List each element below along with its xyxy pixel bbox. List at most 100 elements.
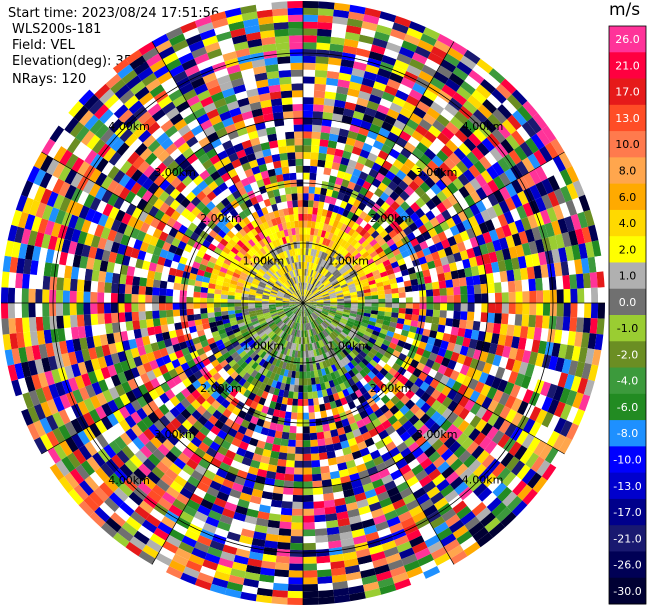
velocity-cell <box>368 544 384 555</box>
velocity-cell <box>128 119 143 134</box>
velocity-cell <box>485 241 496 254</box>
velocity-cell <box>276 280 283 286</box>
velocity-cell <box>142 177 154 190</box>
velocity-cell <box>582 317 591 334</box>
velocity-cell <box>157 443 170 456</box>
velocity-cell <box>440 108 455 122</box>
velocity-cell <box>402 469 416 482</box>
velocity-cell <box>129 55 146 70</box>
velocity-cell <box>220 172 231 183</box>
velocity-cell <box>480 283 489 294</box>
velocity-cell <box>194 147 206 159</box>
velocity-cell <box>441 466 455 479</box>
velocity-cell <box>331 567 346 576</box>
velocity-cell <box>399 297 406 303</box>
velocity-cell <box>246 383 255 393</box>
velocity-cell <box>220 197 231 207</box>
velocity-cell <box>259 341 267 349</box>
velocity-cell <box>506 324 515 337</box>
velocity-cell <box>169 480 184 493</box>
velocity-cell <box>175 547 192 561</box>
velocity-cell <box>463 387 475 400</box>
velocity-cell <box>433 338 443 348</box>
velocity-cell <box>240 177 250 187</box>
velocity-cell <box>279 313 286 318</box>
velocity-cell <box>248 291 256 296</box>
velocity-cell <box>128 100 144 115</box>
velocity-cell <box>257 339 265 347</box>
velocity-cell <box>328 289 335 294</box>
velocity-cell <box>408 21 426 34</box>
velocity-cell <box>354 104 367 114</box>
velocity-cell <box>351 367 360 376</box>
velocity-cell <box>254 252 262 260</box>
velocity-cell <box>321 290 329 295</box>
velocity-cell <box>534 165 548 182</box>
velocity-cell <box>84 441 98 457</box>
velocity-cell <box>158 303 166 311</box>
velocity-cell <box>149 236 159 247</box>
velocity-cell <box>396 481 410 493</box>
velocity-cell <box>27 165 40 183</box>
velocity-cell <box>227 427 238 438</box>
velocity-cell <box>83 495 100 512</box>
velocity-cell <box>504 395 517 409</box>
velocity-cell <box>68 100 84 118</box>
velocity-cell <box>158 190 170 203</box>
velocity-cell <box>444 489 459 503</box>
velocity-cell <box>179 256 188 265</box>
velocity-cell <box>71 363 82 378</box>
velocity-cell <box>294 460 303 468</box>
velocity-cell <box>569 317 578 332</box>
velocity-cell <box>321 209 328 217</box>
velocity-cell <box>312 271 317 278</box>
velocity-cell <box>221 225 231 235</box>
velocity-cell <box>488 522 506 538</box>
velocity-cell <box>456 86 472 101</box>
velocity-cell <box>472 320 481 331</box>
velocity-cell <box>74 216 86 231</box>
velocity-cell <box>495 226 506 240</box>
velocity-cell <box>68 377 79 392</box>
velocity-cell <box>277 353 284 361</box>
velocity-cell <box>524 363 535 378</box>
velocity-cell <box>222 281 231 288</box>
velocity-cell <box>425 395 437 407</box>
velocity-cell <box>186 458 199 470</box>
velocity-cell <box>182 147 195 159</box>
velocity-cell <box>453 343 463 354</box>
velocity-cell <box>183 566 200 579</box>
velocity-cell <box>24 213 36 231</box>
velocity-cell <box>233 243 242 252</box>
velocity-cell <box>131 285 140 295</box>
velocity-cell <box>239 247 247 256</box>
velocity-cell <box>581 226 592 244</box>
velocity-cell <box>134 142 148 156</box>
velocity-cell <box>262 335 269 342</box>
velocity-cell <box>138 41 156 56</box>
velocity-cell <box>216 376 226 386</box>
velocity-cell <box>418 341 427 350</box>
velocity-cell <box>160 381 171 393</box>
velocity-cell <box>333 354 341 363</box>
velocity-cell <box>491 502 507 518</box>
velocity-cell <box>372 355 381 364</box>
velocity-cell <box>77 326 87 339</box>
velocity-cell <box>193 510 209 523</box>
velocity-cell <box>247 339 255 347</box>
velocity-cell <box>482 492 498 507</box>
velocity-cell <box>320 267 326 275</box>
velocity-cell <box>562 316 571 331</box>
velocity-cell <box>209 583 227 595</box>
velocity-cell <box>529 406 542 422</box>
velocity-cell <box>33 169 47 186</box>
velocity-cell <box>303 124 313 132</box>
velocity-cell <box>517 255 527 269</box>
velocity-cell <box>137 384 149 396</box>
velocity-cell <box>330 332 337 339</box>
velocity-cell <box>538 224 549 239</box>
velocity-cell <box>418 118 433 131</box>
velocity-cell <box>328 50 343 59</box>
velocity-cell <box>319 236 325 245</box>
velocity-cell <box>304 275 306 283</box>
